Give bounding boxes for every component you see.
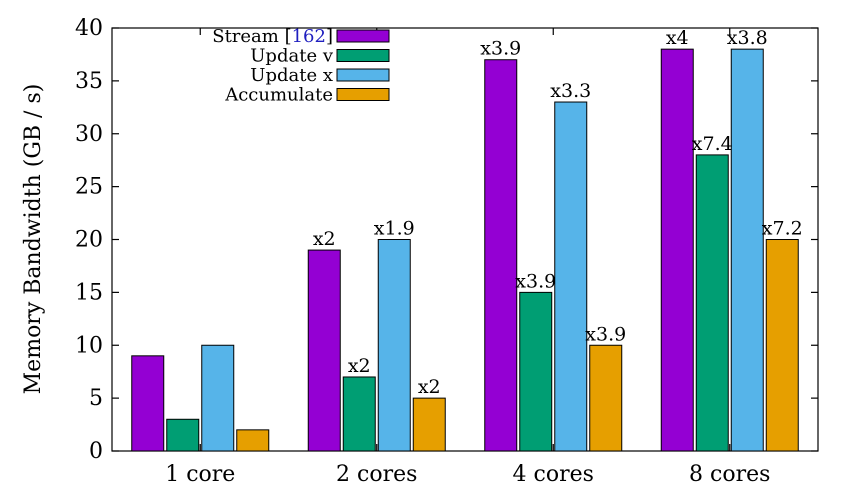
bar-data-label: x2 xyxy=(313,228,336,250)
bar-data-label: x3.9 xyxy=(585,323,626,345)
legend-label: Accumulate xyxy=(224,85,333,106)
bar xyxy=(554,101,588,452)
bar-data-label: x7.4 xyxy=(692,133,733,155)
bar xyxy=(131,355,165,452)
legend-citation-link[interactable]: 162 xyxy=(292,26,326,47)
y-tick-label: 5 xyxy=(89,386,103,411)
bar xyxy=(484,59,518,452)
legend-label: Stream [162] xyxy=(212,26,333,47)
bar xyxy=(307,249,341,452)
bar-data-label: x3.3 xyxy=(550,80,591,102)
bar xyxy=(342,376,376,452)
bar xyxy=(695,154,729,452)
y-tick-label: 10 xyxy=(75,333,103,358)
x-tick-label: 1 core xyxy=(165,462,235,487)
legend-label-text: ] xyxy=(326,26,333,47)
legend-label: Update x xyxy=(250,65,333,86)
bar xyxy=(377,239,411,452)
data-labels-layer: x2 x2 x1.9 x2 x3.9 x3.9 x3.3 x3.9 x4 x7.4 x3.8 x7.2 xyxy=(313,27,803,398)
y-tick-label: 15 xyxy=(75,280,103,305)
legend-swatch xyxy=(336,68,390,82)
legend-swatch xyxy=(336,29,390,43)
bar xyxy=(236,429,270,452)
legend-swatch xyxy=(336,88,390,101)
y-axis-label: Memory Bandwidth (GB / s) xyxy=(21,84,46,395)
bar xyxy=(201,344,235,452)
bars-layer xyxy=(131,48,799,452)
bar xyxy=(412,397,446,452)
bar xyxy=(519,291,553,452)
bar-data-label: x2 xyxy=(348,355,371,377)
x-tick-label: 2 cores xyxy=(336,462,417,487)
bar-data-label: x3.8 xyxy=(727,27,768,49)
plot-axes: 0 5 10 15 20 25 30 35 40 1 core 2 cores 4 cores 8 co… xyxy=(75,16,819,487)
bar-data-label: x3.9 xyxy=(480,38,521,60)
legend-label: Update v xyxy=(250,46,334,67)
bar xyxy=(589,344,623,452)
bar xyxy=(660,48,694,452)
bar-data-label: x2 xyxy=(418,376,441,398)
x-tick-label: 4 cores xyxy=(513,462,594,487)
bar xyxy=(730,48,764,452)
y-tick-label: 40 xyxy=(75,16,103,41)
bar xyxy=(166,418,200,452)
bar xyxy=(765,239,799,452)
x-tick-label: 8 cores xyxy=(689,462,770,487)
y-tick-label: 20 xyxy=(75,228,103,253)
y-tick-label: 25 xyxy=(75,175,103,200)
bar-data-label: x3.9 xyxy=(515,270,556,292)
bar-data-label: x4 xyxy=(666,27,689,49)
bar-data-label: x1.9 xyxy=(374,218,415,240)
legend-swatch xyxy=(336,49,390,62)
legend-label-text: Stream [ xyxy=(212,26,291,47)
y-tick-label: 0 xyxy=(89,439,103,464)
y-tick-label: 30 xyxy=(75,122,103,147)
bar-data-label: x7.2 xyxy=(762,218,803,240)
y-tick-label: 35 xyxy=(75,69,103,94)
